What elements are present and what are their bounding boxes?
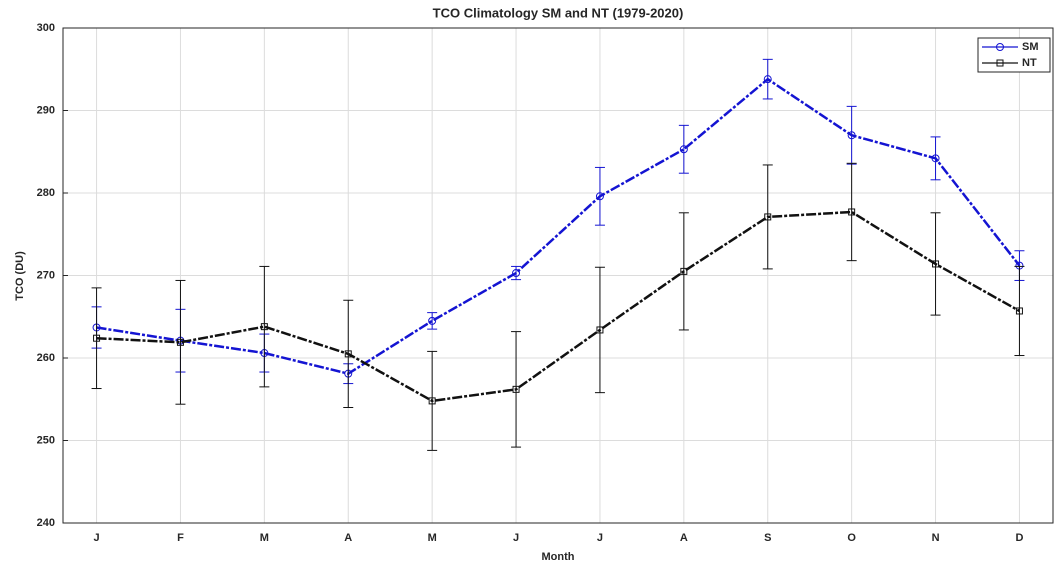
y-tick-label: 250 bbox=[37, 434, 55, 446]
marker bbox=[260, 323, 268, 331]
x-tick-label: J bbox=[93, 532, 99, 544]
x-tick-label: N bbox=[932, 532, 940, 544]
x-axis-label: Month bbox=[542, 551, 575, 563]
error-bar bbox=[678, 124, 689, 174]
x-tick-label: D bbox=[1015, 532, 1023, 544]
y-tick-label: 280 bbox=[37, 187, 55, 199]
marker bbox=[428, 397, 436, 405]
chart-title: TCO Climatology SM and NT (1979-2020) bbox=[433, 5, 684, 20]
marker bbox=[595, 192, 604, 201]
x-tick-label: J bbox=[597, 532, 603, 544]
marker bbox=[764, 213, 772, 221]
error-bar bbox=[846, 162, 857, 262]
marker bbox=[931, 154, 940, 163]
marker bbox=[428, 316, 437, 325]
x-tick-label: F bbox=[177, 532, 184, 544]
marker bbox=[344, 350, 352, 358]
marker bbox=[93, 334, 101, 342]
legend-box bbox=[977, 37, 1051, 73]
x-tick-label: M bbox=[260, 532, 269, 544]
y-tick-label: 240 bbox=[37, 517, 55, 529]
x-tick-label: A bbox=[680, 532, 688, 544]
error-bar bbox=[175, 279, 186, 405]
marker bbox=[996, 59, 1004, 67]
series-line bbox=[96, 77, 1021, 376]
x-tick-label: M bbox=[428, 532, 437, 544]
x-tick-label: J bbox=[513, 532, 519, 544]
legend-label: NT bbox=[1022, 57, 1037, 69]
marker bbox=[763, 75, 772, 84]
y-tick-label: 260 bbox=[37, 352, 55, 364]
marker bbox=[512, 385, 520, 393]
series-line bbox=[96, 210, 1021, 403]
marker bbox=[512, 269, 521, 278]
legend-label: SM bbox=[1022, 41, 1039, 53]
x-tick-label: O bbox=[847, 532, 856, 544]
error-bar bbox=[427, 312, 438, 330]
x-tick-label: S bbox=[764, 532, 771, 544]
y-tick-label: 290 bbox=[37, 104, 55, 116]
marker bbox=[596, 326, 604, 334]
marker bbox=[680, 267, 688, 275]
marker bbox=[1015, 307, 1023, 315]
marker bbox=[932, 260, 940, 268]
marker bbox=[848, 208, 856, 216]
marker bbox=[847, 131, 856, 140]
error-bar bbox=[259, 265, 270, 388]
marker bbox=[176, 338, 184, 346]
y-tick-label: 300 bbox=[37, 22, 55, 34]
x-tick-label: A bbox=[344, 532, 352, 544]
marker bbox=[996, 43, 1004, 51]
y-axis-label: TCO (DU) bbox=[14, 251, 26, 301]
y-tick-label: 270 bbox=[37, 269, 55, 281]
plot-frame bbox=[62, 27, 1054, 524]
marker bbox=[679, 145, 688, 154]
